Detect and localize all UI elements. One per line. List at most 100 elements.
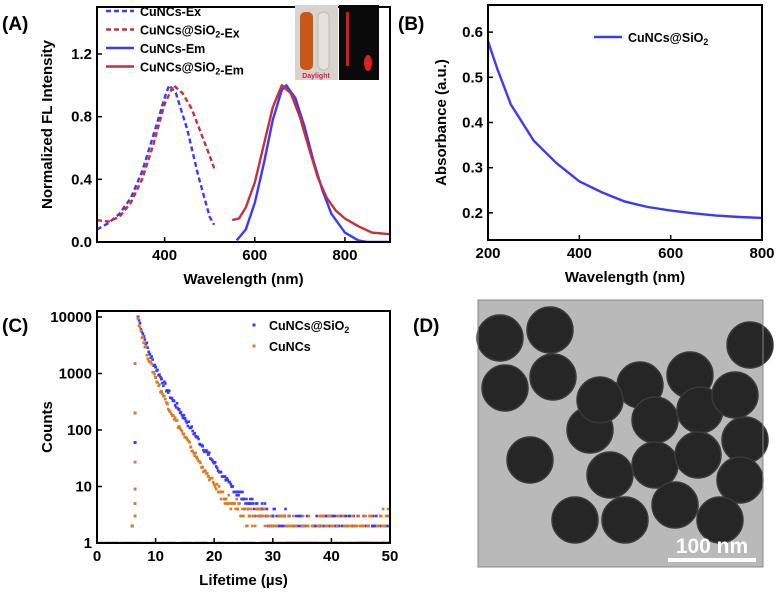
plot-frame: [96, 310, 391, 544]
data-point: [187, 420, 191, 424]
vial-clear: [317, 11, 330, 71]
data-point: [199, 461, 202, 465]
data-point: [191, 429, 195, 433]
x-tick-label: 800: [332, 247, 357, 264]
data-point: [381, 507, 385, 511]
data-point: [185, 437, 189, 440]
y-tick-label: 0.2: [462, 205, 483, 222]
legend-label: CuNCs@SiO2-Em: [140, 61, 244, 78]
data-point: [277, 524, 280, 528]
data-point: [205, 449, 208, 452]
scale-bar: [668, 558, 756, 562]
data-point: [271, 514, 275, 518]
series-cuncs: [97, 316, 390, 543]
uv-glow: [364, 55, 372, 71]
nanoparticle: [674, 431, 722, 479]
data-point: [249, 514, 252, 518]
data-point: [133, 514, 137, 518]
data-point: [233, 502, 237, 505]
data-point: [133, 441, 137, 445]
legend-label: CuNCs: [269, 340, 311, 354]
y-tick-label: 0.8: [71, 109, 92, 126]
uv-glow: [346, 12, 349, 66]
y-tick-label: 0.3: [462, 160, 483, 177]
data-point: [332, 524, 335, 528]
x-axis-label: Wavelength (nm): [565, 269, 685, 286]
data-point: [362, 524, 365, 528]
data-point: [241, 507, 244, 511]
data-point: [151, 358, 154, 361]
data-point: [218, 490, 222, 494]
data-point: [255, 502, 259, 505]
series-line: [97, 84, 216, 223]
data-point: [206, 450, 209, 454]
legend-label: CuNCs@SiO2: [269, 319, 349, 335]
uv-photo: [339, 5, 379, 80]
data-point: [167, 389, 171, 393]
data-point: [272, 524, 276, 528]
y-axis-label: Normalized FL Intensity: [39, 39, 56, 209]
data-point: [177, 408, 181, 412]
x-tick-label: 20: [206, 548, 223, 565]
data-point: [173, 403, 177, 407]
data-point: [200, 465, 204, 469]
data-point: [228, 502, 232, 505]
data-point: [300, 524, 304, 528]
data-point: [182, 432, 186, 436]
data-point: [156, 368, 159, 372]
data-point: [283, 514, 286, 518]
nanoparticle: [526, 306, 574, 354]
data-point: [185, 421, 189, 424]
data-point: [182, 413, 186, 417]
data-point: [152, 370, 155, 374]
data-point: [351, 514, 355, 518]
data-point: [246, 502, 249, 505]
x-tick-label: 10: [147, 548, 164, 565]
data-point: [161, 392, 164, 395]
data-point: [236, 490, 240, 494]
x-tick-label: 600: [242, 247, 267, 264]
series-cuncs-sio2: [488, 40, 762, 220]
data-point: [266, 514, 270, 518]
data-point: [133, 362, 137, 365]
data-point: [133, 502, 137, 505]
data-point: [197, 437, 200, 441]
y-tick-label: 1.2: [71, 46, 92, 63]
data-point: [335, 524, 339, 528]
daylight-caption: Daylight: [302, 73, 330, 80]
data-point: [242, 497, 245, 501]
data-point: [175, 419, 179, 422]
data-point: [311, 524, 315, 528]
data-point: [268, 524, 272, 528]
data-point: [154, 365, 158, 369]
vial-orange: [300, 12, 313, 70]
data-point: [262, 507, 266, 511]
data-point: [226, 478, 230, 482]
data-point: [238, 502, 241, 505]
data-point: [177, 425, 181, 429]
data-point: [229, 482, 233, 486]
data-point: [149, 360, 153, 364]
inset-photo: Daylight: [295, 5, 379, 80]
data-point: [169, 412, 173, 416]
data-point: [208, 478, 211, 482]
data-point: [210, 476, 214, 480]
data-point: [247, 507, 250, 511]
data-point: [206, 475, 210, 479]
nanoparticle: [601, 496, 649, 544]
data-point: [216, 469, 220, 472]
data-point: [215, 466, 219, 470]
data-point: [170, 397, 174, 400]
data-point: [241, 490, 244, 494]
data-point: [299, 514, 303, 518]
data-point: [367, 524, 370, 528]
nanoparticle: [631, 441, 679, 489]
data-point: [245, 497, 248, 501]
x-axis-label: Wavelength (nm): [183, 271, 303, 288]
legend-item: CuNCs@SiO2-Em: [106, 61, 244, 78]
data-point: [214, 465, 218, 468]
legend-item: CuNCs@SiO2-Ex: [106, 24, 240, 41]
series-cuncs-sio2-em: [231, 84, 390, 236]
x-tick-label: 50: [382, 548, 399, 565]
data-point: [223, 475, 227, 478]
